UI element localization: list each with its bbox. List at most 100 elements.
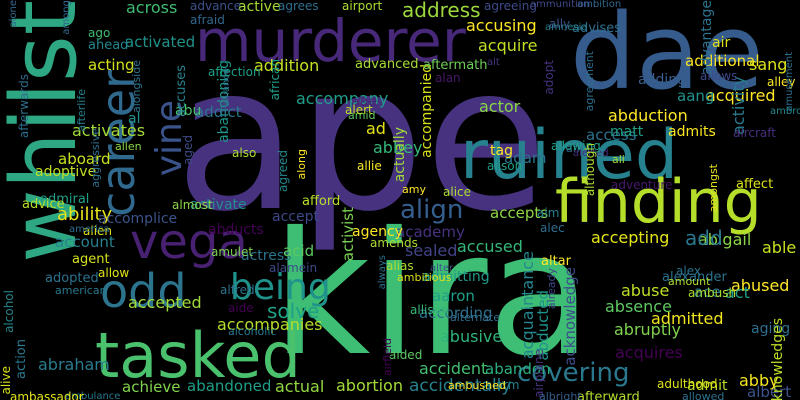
word-abusive: abusive [440,327,503,346]
word-alerted: alerted [573,148,609,159]
word-abortion: abortion [336,376,403,395]
word-aged: aged [181,135,195,165]
word-amy: amy [402,183,426,196]
word-advance: advance [190,0,242,13]
word-ad: ad [366,119,386,138]
word-amid: amid [348,109,376,122]
word-achieve: achieve [122,378,181,396]
word-aboard: aboard [58,150,111,168]
word-covering: covering [517,358,630,388]
word-allen: allen [115,140,142,153]
word-albert: albert [747,383,792,400]
word-being: being [230,267,331,308]
word-acting: acting [88,56,135,74]
word-ahead: ahead [88,38,129,53]
word-admits: admits [668,124,716,140]
word-ali: ali [612,153,625,166]
word-alongside: alongside [130,60,143,114]
word-act: act [725,283,750,302]
word-aaron: aaron [432,287,475,305]
word-aggressive: aggressive [89,128,102,188]
word-address: address [402,0,481,22]
word-sang: sang [749,55,788,74]
word-al: al [128,111,141,127]
word-alec: alec [540,221,565,235]
word-acid: acid [283,242,315,260]
word-ace: ace [694,283,721,301]
word-absence: absence [605,297,672,316]
word-ambassador: ambassador [10,390,84,400]
word-amusement: amusement [784,52,795,112]
word-abandoned: abandoned [187,377,272,395]
word-accomplice: accomplice [98,211,178,227]
word-ape: ape [175,23,548,256]
word-abigail: abigail [698,230,752,249]
word-ambition: ambition [577,0,622,10]
word-alliance: alliance [221,68,232,107]
word-according: according [419,304,493,322]
word-matt: matt [610,124,644,140]
word-active: active [238,0,281,15]
word-among: among [61,0,72,35]
word-amends: amends [370,236,418,250]
word-afford: afford [302,194,341,209]
word-additional: additional [685,52,760,70]
word-adopt: adopt [542,60,556,95]
word-agreeing: agreeing [484,0,537,13]
word-air: air [712,35,731,51]
word-add: add [685,226,723,250]
word-ability: ability [57,204,113,225]
word-alive: alive [0,366,13,395]
word-admit: admit [687,378,728,394]
word-accident: accident [419,359,488,378]
word-agreed: agreed [276,150,290,193]
word-abduction: abduction [608,106,688,125]
word-accusing: accusing [466,16,537,35]
word-along: along [295,149,308,180]
word-finding: finding [555,167,762,237]
word-airfield: airfield [381,338,394,377]
word-alice: alice [443,185,472,199]
word-vega: vega [130,214,248,270]
word-ally: ally [549,17,571,31]
word-access: access [586,126,637,144]
word-ambush: ambush [688,286,737,300]
word-murderer: murderer [195,7,466,75]
word-alter: alter [430,263,454,274]
word-aftermath: aftermath [423,58,488,73]
word-alexander: alexander [662,270,727,285]
word-abby: abby [739,371,779,390]
word-admitting: admitting [422,269,490,285]
word-alison: alison [487,159,523,173]
word-activates: activates [72,121,146,140]
word-adoptive: adoptive [35,164,97,180]
word-accidentally: accidentally [409,376,512,396]
word-abu: abu [175,103,202,119]
word-adventure: adventure [611,178,673,192]
word-almost: almost [172,198,213,212]
word-allow: allow [98,266,130,280]
word-addition: addition [254,56,320,75]
word-african: african [268,59,282,101]
word-ambulance: ambulance [65,391,121,400]
word-ruined: ruined [460,116,679,195]
word-kira: kira [272,196,592,394]
word-ammunition: ammunition [530,0,591,10]
word-amount: amount [668,275,711,288]
word-activated: activated [125,33,196,51]
word-aging: aging [751,321,791,337]
word-allows: allows [700,69,738,83]
word-action: action [14,339,29,380]
word-affect: affect [736,177,774,192]
word-alfred: alfred [220,283,255,297]
word-aide: aide [228,301,254,315]
word-abruptly: abruptly [614,320,682,339]
word-already: already [545,268,558,310]
word-alone: alone [8,0,19,28]
word-ambitious: ambitious [397,271,452,284]
word-acquire: acquire [478,36,538,55]
word-accompanies: accompanies [217,315,323,334]
word-acknowledge: acknowledge [561,267,579,366]
word-aim: aim [537,206,560,220]
